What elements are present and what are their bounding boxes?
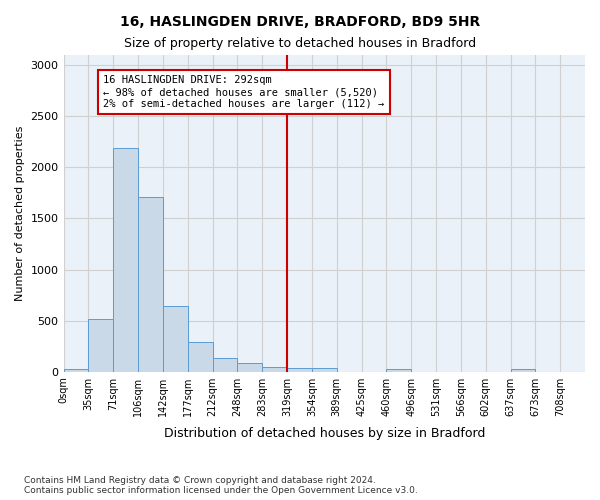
Bar [312,368,337,372]
Bar [64,368,88,372]
Bar [262,366,287,372]
Text: 16 HASLINGDEN DRIVE: 292sqm
← 98% of detached houses are smaller (5,520)
2% of s: 16 HASLINGDEN DRIVE: 292sqm ← 98% of det… [103,76,385,108]
Bar [113,148,138,372]
Bar [88,318,113,372]
Y-axis label: Number of detached properties: Number of detached properties [15,126,25,301]
Text: 16, HASLINGDEN DRIVE, BRADFORD, BD9 5HR: 16, HASLINGDEN DRIVE, BRADFORD, BD9 5HR [120,15,480,29]
Text: Contains HM Land Registry data © Crown copyright and database right 2024.
Contai: Contains HM Land Registry data © Crown c… [24,476,418,495]
Bar [511,369,535,372]
Bar [163,306,188,372]
X-axis label: Distribution of detached houses by size in Bradford: Distribution of detached houses by size … [164,427,485,440]
Bar [386,368,411,372]
Bar [212,358,238,372]
Bar [287,368,312,372]
Bar [188,342,212,372]
Bar [238,364,262,372]
Bar [138,197,163,372]
Text: Size of property relative to detached houses in Bradford: Size of property relative to detached ho… [124,38,476,51]
